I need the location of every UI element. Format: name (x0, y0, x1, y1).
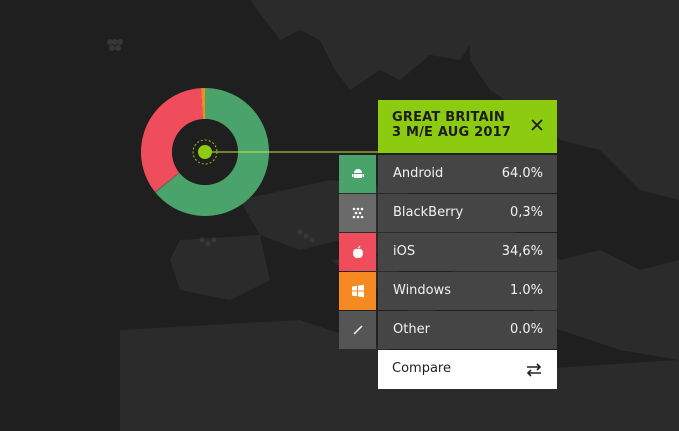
compare-label: Compare (392, 361, 451, 376)
close-button[interactable] (529, 117, 545, 133)
windows-icon (339, 272, 376, 310)
slash-icon (339, 311, 376, 349)
os-value: 0.0% (509, 322, 543, 337)
location-marker-ring (192, 139, 218, 165)
os-value: 34,6% (501, 244, 543, 259)
os-name: BlackBerry (393, 205, 464, 220)
os-value: 0,3% (509, 205, 543, 220)
os-name: Other (393, 322, 430, 337)
row-android[interactable]: Android 64.0% (339, 155, 557, 193)
blackberry-icon (339, 194, 376, 232)
row-other[interactable]: Other 0.0% (339, 311, 557, 349)
os-name: iOS (393, 244, 416, 259)
swap-arrows-icon (526, 363, 542, 377)
row-blackberry[interactable]: BlackBerry 0,3% (339, 194, 557, 232)
location-marker[interactable] (198, 145, 212, 159)
donut-slice-windows[interactable] (200, 88, 205, 120)
os-value: 1.0% (509, 283, 543, 298)
os-value: 64.0% (501, 166, 543, 181)
panel-header: GREAT BRITAIN 3 M/E AUG 2017 (378, 100, 557, 153)
close-icon (531, 119, 543, 131)
row-windows[interactable]: Windows 1.0% (339, 272, 557, 310)
row-ios[interactable]: iOS 34,6% (339, 233, 557, 271)
apple-icon (339, 233, 376, 271)
compare-button[interactable]: Compare (378, 350, 557, 389)
panel-title: GREAT BRITAIN 3 M/E AUG 2017 (392, 110, 512, 140)
donut-slice-android[interactable] (155, 88, 269, 216)
os-name: Android (393, 166, 444, 181)
donut-slice-ios[interactable] (140, 88, 203, 192)
android-icon (339, 155, 376, 193)
os-name: Windows (393, 283, 452, 298)
donut-slice-blackberry[interactable] (154, 172, 180, 193)
